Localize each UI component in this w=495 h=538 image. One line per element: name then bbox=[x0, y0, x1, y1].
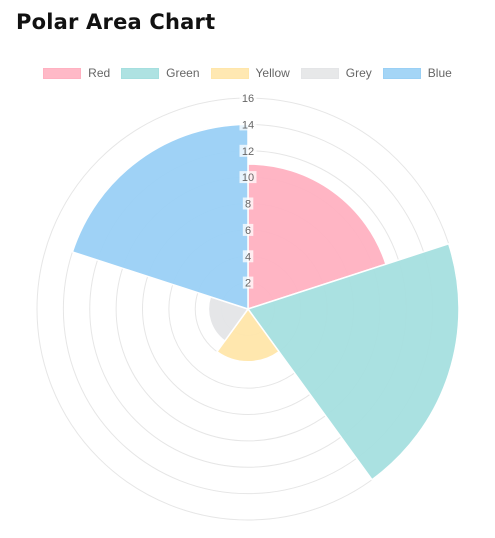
legend-label-yellow: Yellow bbox=[255, 66, 290, 80]
tick-label-2: 2 bbox=[245, 278, 251, 290]
tick-label-14: 14 bbox=[242, 119, 254, 131]
tick-backdrop-10 bbox=[239, 171, 257, 184]
legend-swatch-grey bbox=[300, 67, 339, 79]
legend-label-red: Red bbox=[88, 66, 111, 80]
wedge-yellow[interactable] bbox=[215, 307, 281, 363]
tick-backdrop-4 bbox=[242, 250, 254, 263]
tick-backdrop-12 bbox=[239, 144, 257, 157]
tick-backdrop-16 bbox=[239, 92, 257, 104]
page-title: Polar Area Chart bbox=[16, 10, 216, 34]
legend-swatch-green bbox=[121, 67, 160, 79]
legend-label-blue: Blue bbox=[427, 66, 452, 80]
legend-item-blue[interactable]: Blue bbox=[382, 66, 452, 80]
legend-swatch-red bbox=[43, 67, 82, 79]
radial-ticks: 2 4 6 8 10 12 14 16 bbox=[239, 92, 257, 290]
legend-swatch-yellow bbox=[210, 67, 249, 79]
tick-backdrop-14 bbox=[239, 118, 257, 131]
wedge-green[interactable] bbox=[246, 242, 460, 481]
wedge-blue[interactable] bbox=[71, 123, 249, 311]
legend-label-green: Green bbox=[166, 66, 200, 80]
wedge-red[interactable] bbox=[247, 163, 387, 311]
tick-label-6: 6 bbox=[245, 225, 251, 237]
tick-label-10: 10 bbox=[242, 172, 254, 184]
legend-item-yellow[interactable]: Yellow bbox=[210, 66, 290, 80]
wedge-grey[interactable] bbox=[207, 295, 250, 343]
legend-item-green[interactable]: Green bbox=[121, 66, 200, 80]
legend-swatch-blue bbox=[382, 67, 421, 79]
chart-legend: Red Green Yellow Grey Blue bbox=[0, 66, 495, 80]
legend-item-grey[interactable]: Grey bbox=[300, 66, 372, 80]
tick-label-8: 8 bbox=[245, 199, 251, 211]
legend-item-red[interactable]: Red bbox=[43, 66, 110, 80]
tick-backdrop-8 bbox=[242, 197, 254, 210]
tick-label-16: 16 bbox=[242, 93, 254, 105]
chart-wedges bbox=[71, 123, 460, 481]
tick-label-12: 12 bbox=[242, 146, 254, 158]
tick-backdrop-6 bbox=[242, 223, 254, 236]
legend-label-grey: Grey bbox=[345, 66, 372, 80]
tick-backdrop-2 bbox=[242, 276, 254, 289]
tick-label-4: 4 bbox=[245, 251, 251, 263]
